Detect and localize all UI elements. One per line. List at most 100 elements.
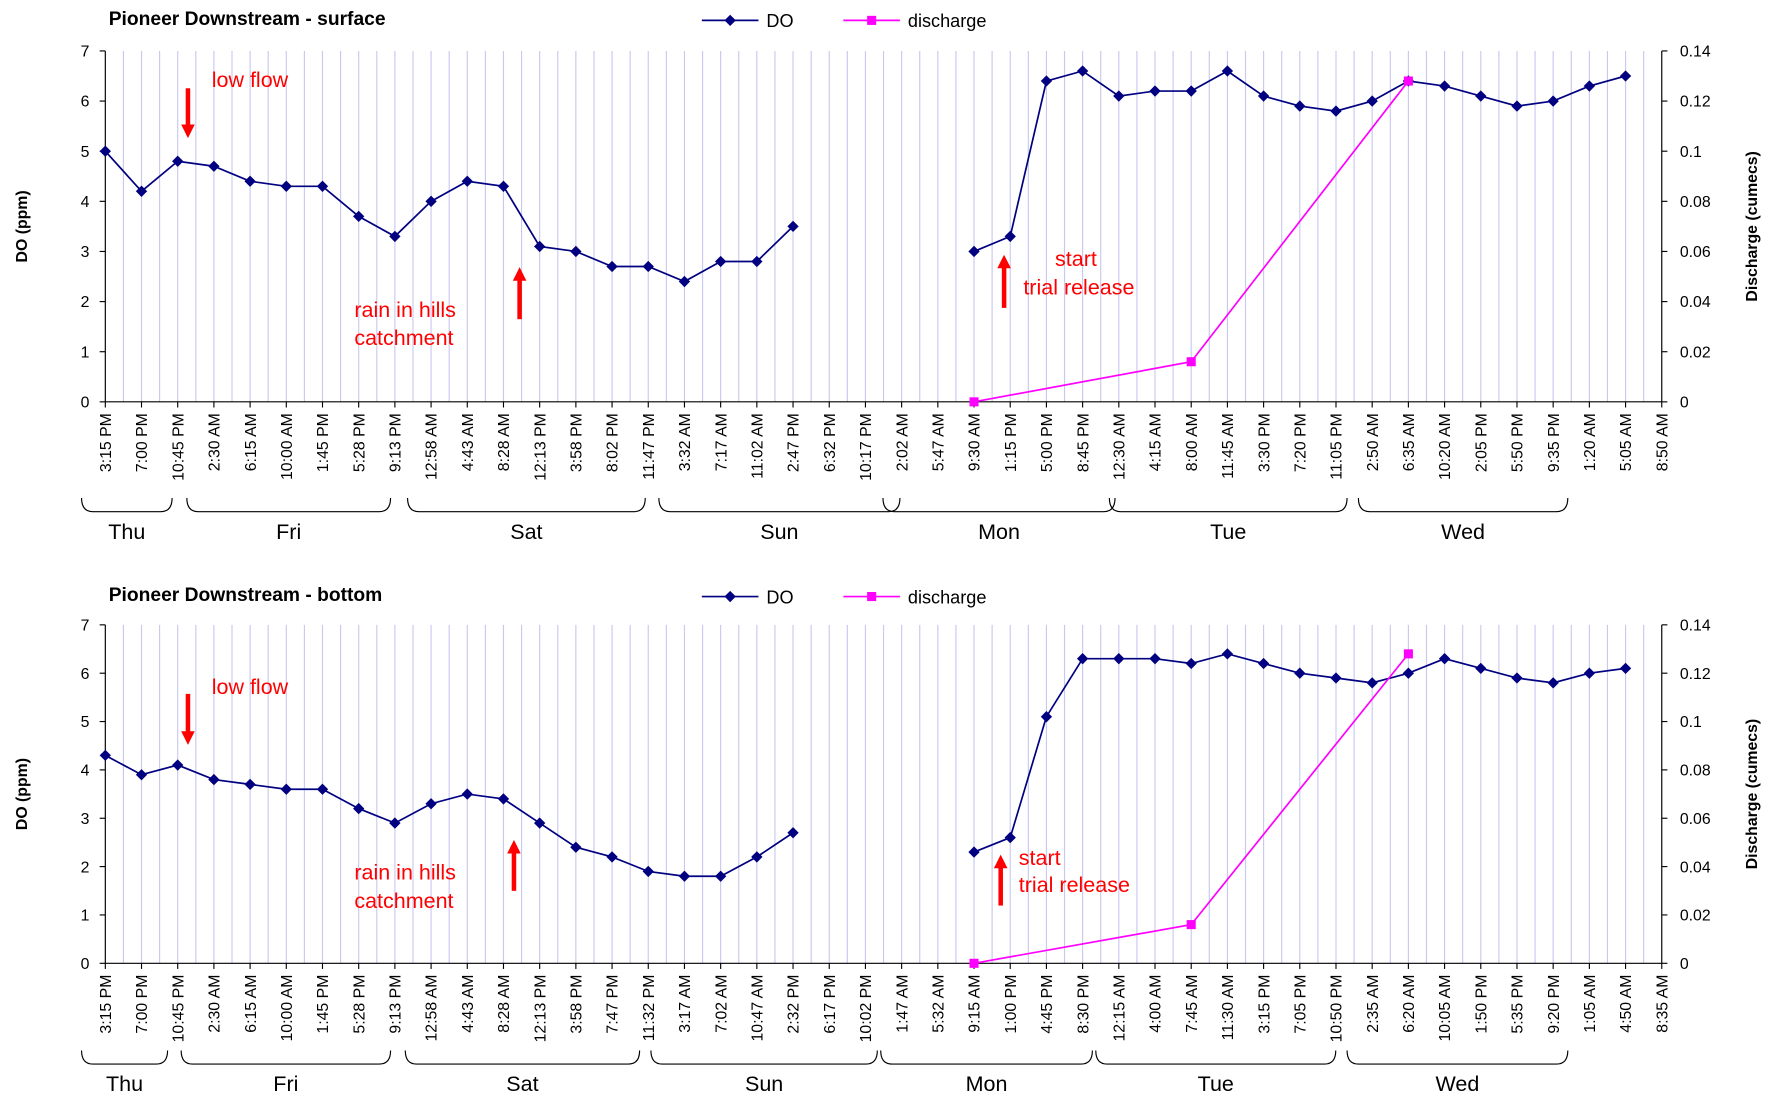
discharge-marker <box>1186 357 1196 367</box>
do-marker <box>1185 657 1197 670</box>
x-tick-label: 5:28 PM <box>351 413 368 472</box>
do-marker <box>751 255 763 268</box>
y2-axis-label: Discharge (cumecs) <box>1744 151 1761 301</box>
y-tick-label: 6 <box>81 94 90 111</box>
do-marker <box>1257 657 1270 670</box>
x-tick-label: 6:32 PM <box>822 413 839 472</box>
legend-label: discharge <box>908 11 987 31</box>
do-marker <box>99 749 111 762</box>
do-marker <box>968 245 980 258</box>
x-tick-label: 8:28 AM <box>496 413 513 471</box>
legend-label: DO <box>766 11 793 31</box>
x-tick-label: 12:30 AM <box>1111 413 1128 480</box>
day-brace <box>1346 1050 1569 1065</box>
x-tick-label: 4:15 AM <box>1148 413 1165 471</box>
y-tick-label: 1 <box>81 908 90 925</box>
annotation: rain in hills <box>354 861 456 885</box>
y2-tick-label: 0.06 <box>1680 811 1711 828</box>
y2-tick-label: 0.04 <box>1680 294 1711 311</box>
do-marker <box>353 210 365 223</box>
x-tick-label: 2:35 AM <box>1365 975 1382 1033</box>
x-tick-label: 1:45 PM <box>315 975 332 1034</box>
do-marker <box>787 827 799 839</box>
x-tick-label: 1:00 PM <box>1003 975 1020 1034</box>
do-marker <box>787 220 799 233</box>
y2-tick-label: 0.02 <box>1680 344 1711 361</box>
x-tick-label: 3:15 PM <box>1256 975 1273 1034</box>
do-marker <box>1438 653 1451 665</box>
do-marker <box>1438 80 1451 92</box>
do-marker <box>208 773 220 786</box>
x-tick-label: 5:32 AM <box>930 975 947 1033</box>
do-marker <box>678 275 691 288</box>
day-brace <box>658 498 901 513</box>
do-marker <box>389 230 401 243</box>
x-tick-label: 1:50 PM <box>1473 975 1490 1034</box>
x-tick-label: 10:02 PM <box>858 975 875 1043</box>
day-label: Sat <box>506 1072 538 1096</box>
y2-tick-label: 0.12 <box>1680 666 1711 683</box>
do-marker <box>461 788 473 800</box>
arrow-head <box>997 254 1011 269</box>
do-marker <box>497 793 510 805</box>
x-tick-label: 2:02 AM <box>894 413 911 471</box>
x-tick-label: 4:43 AM <box>460 413 477 471</box>
x-tick-label: 2:30 AM <box>207 975 224 1033</box>
x-tick-label: 5:00 PM <box>1039 413 1056 472</box>
do-marker <box>678 870 691 882</box>
do-marker <box>1475 662 1487 675</box>
do-marker <box>1113 653 1125 665</box>
do-marker <box>135 185 148 197</box>
x-tick-label: 2:32 PM <box>786 975 803 1034</box>
day-label: Wed <box>1436 1072 1480 1096</box>
do-marker <box>280 180 292 192</box>
day-brace <box>1108 498 1348 513</box>
day-label: Sun <box>760 520 798 544</box>
arrow-head <box>507 839 521 854</box>
y2-tick-label: 0.08 <box>1680 763 1711 780</box>
y-tick-label: 2 <box>81 294 90 311</box>
day-label: Thu <box>108 520 145 544</box>
y2-tick-label: 0.1 <box>1680 714 1702 731</box>
x-tick-label: 6:20 AM <box>1401 975 1418 1033</box>
x-tick-label: 10:47 AM <box>750 975 767 1042</box>
do-marker <box>1149 85 1161 97</box>
do-marker <box>1113 90 1125 102</box>
x-tick-label: 9:20 PM <box>1546 975 1563 1034</box>
annotation: rain in hills <box>354 298 456 322</box>
do-marker <box>1619 662 1632 675</box>
x-tick-label: 4:43 AM <box>460 975 477 1033</box>
y2-tick-label: 0 <box>1680 395 1689 412</box>
day-brace <box>1095 1050 1337 1065</box>
x-tick-label: 3:15 PM <box>98 413 115 472</box>
x-tick-label: 9:13 PM <box>388 975 405 1034</box>
x-tick-label: 3:15 PM <box>98 975 115 1034</box>
do-marker <box>1366 677 1378 689</box>
do-marker <box>1619 70 1632 82</box>
y2-tick-label: 0.04 <box>1680 859 1711 876</box>
do-marker <box>1004 230 1016 243</box>
day-brace <box>80 498 173 513</box>
x-tick-label: 4:50 AM <box>1618 975 1635 1033</box>
x-tick-label: 10:45 PM <box>170 413 187 481</box>
x-tick-label: 5:47 AM <box>930 413 947 471</box>
day-label: Fri <box>276 520 301 544</box>
do-marker <box>714 255 727 268</box>
do-marker <box>1583 80 1596 92</box>
x-tick-label: 3:58 PM <box>569 975 586 1034</box>
do-marker <box>642 865 654 878</box>
day-brace <box>882 498 1116 513</box>
x-tick-label: 10:00 AM <box>279 413 296 480</box>
do-marker <box>1330 105 1342 117</box>
do-marker <box>1547 95 1559 107</box>
do-marker <box>1149 653 1161 665</box>
discharge-marker <box>969 958 979 968</box>
do-marker <box>1366 95 1378 107</box>
do-marker <box>316 180 329 192</box>
do-marker <box>1294 100 1306 112</box>
arrow-head <box>512 267 527 281</box>
legend-label: discharge <box>908 587 987 607</box>
y2-tick-label: 0.1 <box>1680 144 1702 161</box>
y-tick-label: 3 <box>81 811 90 828</box>
do-marker <box>1402 667 1415 679</box>
